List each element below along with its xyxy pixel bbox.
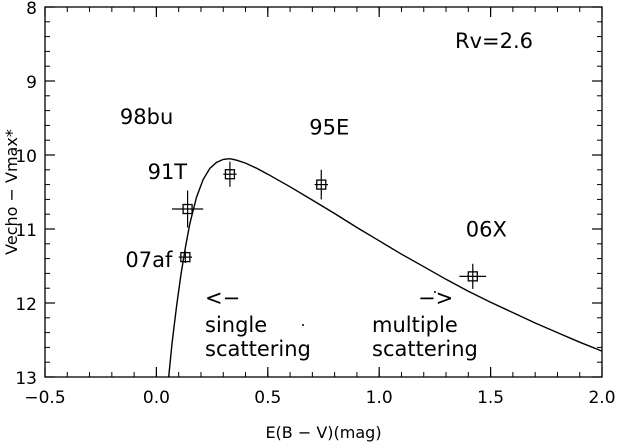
- y-axis-label: Vecho − Vmax*: [2, 129, 21, 255]
- y-axis-ticks: 8 9 10 11 12 13: [15, 0, 602, 389]
- point-marker: [180, 251, 191, 263]
- point-label: 95E: [309, 116, 349, 140]
- data-point: 06X: [459, 217, 507, 289]
- y-tick-label: 12: [15, 295, 37, 315]
- single-scattering-label-line1: single: [205, 313, 267, 337]
- data-point: 07af: [125, 248, 193, 272]
- point-marker: [467, 271, 478, 282]
- x-tick-label: 1.5: [477, 388, 504, 408]
- point-marker: [224, 169, 236, 180]
- x-tick-label: 0.5: [254, 388, 281, 408]
- data-point: 91T: [148, 160, 204, 228]
- plot-frame: [44, 6, 603, 378]
- x-axis-label: E(B − V)(mag): [265, 423, 381, 442]
- rv-annotation: Rv=2.6: [455, 29, 533, 53]
- data-points: 07af 91T 98bu 95E 06X: [120, 105, 507, 289]
- point-label: 91T: [148, 160, 188, 184]
- y-tick-label: 9: [26, 73, 37, 93]
- point-marker: [316, 179, 327, 190]
- point-marker: [182, 203, 193, 215]
- y-tick-label: 10: [15, 147, 37, 167]
- y-tick-label: 11: [15, 221, 37, 241]
- model-curve: [168, 157, 602, 377]
- point-label: 07af: [125, 248, 173, 272]
- multiple-scattering-label-line1: multiple: [372, 313, 458, 337]
- single-scattering-arrow: <−: [205, 286, 240, 310]
- y-tick-label: 8: [26, 0, 37, 19]
- stray-dot: [434, 291, 436, 293]
- y-tick-label: 13: [15, 369, 37, 389]
- data-point: 98bu: [120, 105, 237, 187]
- stray-dot: [302, 324, 304, 326]
- multiple-scattering-label-line2: scattering: [372, 337, 478, 361]
- x-tick-label: 2.0: [588, 388, 615, 408]
- x-axis-ticks: −0.5 0.0 0.5 1.0 1.5 2.0: [24, 7, 616, 408]
- single-scattering-label-line2: scattering: [205, 337, 311, 361]
- multiple-scattering-arrow: −>: [418, 286, 453, 310]
- x-tick-label: 0.0: [143, 388, 170, 408]
- data-point: 95E: [309, 116, 349, 200]
- point-label: 98bu: [120, 105, 173, 129]
- point-label: 06X: [466, 217, 507, 241]
- x-tick-label: −0.5: [24, 388, 65, 408]
- x-tick-label: 1.0: [366, 388, 393, 408]
